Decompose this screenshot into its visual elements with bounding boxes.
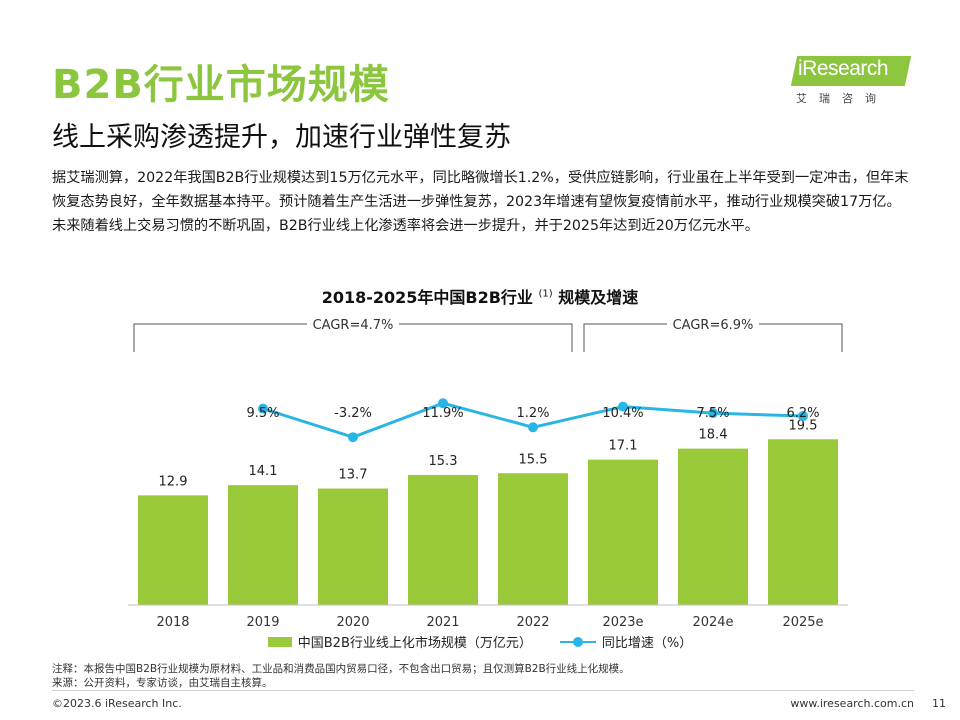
growth-point-2019	[258, 403, 268, 414]
source-text: 来源：公开资料，专家访谈，由艾瑞自主核算。	[52, 677, 273, 689]
growth-point-2025e	[798, 411, 808, 422]
growth-label-2022: 1.2%	[516, 406, 549, 421]
cagr-label-1: CAGR=6.9%	[673, 318, 754, 333]
growth-label-2024e: 7.5%	[696, 406, 729, 421]
x-tick-2021: 2021	[426, 615, 459, 630]
growth-label-2019: 9.5%	[246, 406, 279, 421]
chart-title: 2018-2025年中国B2B行业 (1) 规模及增速	[0, 284, 960, 308]
x-tick-2025e: 2025e	[782, 615, 823, 630]
chart-title-main: 2018-2025年中国B2B行业	[321, 288, 533, 307]
summary-paragraph: 据艾瑞测算，2022年我国B2B行业规模达到15万亿元水平，同比略微增长1.2%…	[52, 170, 909, 234]
chart-title-note: (1)	[538, 288, 553, 300]
bar-2020	[318, 488, 388, 605]
notes: 注释：本报告中国B2B行业规模为原材料、工业品和消费品国内贸易口径，不包含出口贸…	[52, 662, 630, 690]
cagr-bracket-left-0	[133, 323, 307, 352]
growth-label-2025e: 6.2%	[786, 406, 819, 421]
b2b-market-chart: 12.9 14.1 13.7 15.3 15.5 17.1 18.4 19.5 2018 2019…	[128, 318, 848, 630]
x-tick-2019: 2019	[246, 615, 279, 630]
cagr-bracket-right-1	[759, 323, 843, 352]
bar-2023e	[588, 459, 658, 605]
cagr-bracket-right-0	[399, 323, 573, 352]
x-tick-2018: 2018	[156, 615, 189, 630]
logo-name: iResearch	[798, 57, 889, 80]
x-tick-2024e: 2024e	[692, 615, 733, 630]
growth-point-2023e	[618, 401, 628, 412]
bar-2024e	[678, 448, 748, 605]
bar-2019	[228, 485, 298, 605]
bar-label-2021: 15.3	[429, 454, 458, 469]
bar-label-2024e: 18.4	[699, 428, 728, 443]
logo-subtitle: 艾瑞咨询	[796, 92, 888, 105]
cagr-bracket-left-1	[583, 323, 667, 352]
bar-label-2018: 12.9	[159, 474, 188, 489]
bar-label-2020: 13.7	[339, 468, 368, 483]
growth-point-2022	[528, 422, 538, 433]
bar-label-2023e: 17.1	[609, 439, 638, 454]
chart-title-suffix: 规模及增速	[558, 288, 639, 307]
bar-2021	[408, 474, 478, 605]
bar-2022	[498, 473, 568, 605]
cagr-label-0: CAGR=4.7%	[313, 318, 394, 333]
page-number: 11	[932, 697, 946, 710]
x-tick-2022: 2022	[516, 615, 549, 630]
page-title: B2B行业市场规模	[52, 62, 390, 108]
growth-point-2020	[348, 432, 358, 443]
bar-label-2025e: 19.5	[789, 418, 818, 433]
bar-label-2022: 15.5	[519, 452, 548, 467]
footer-website[interactable]: www.iresearch.com.cn	[790, 697, 914, 710]
page-subtitle: 线上采购渗透提升，加速行业弹性复苏	[52, 122, 511, 153]
growth-point-2021	[438, 398, 448, 409]
iresearch-logo: iResearch 艾瑞咨询	[790, 56, 912, 106]
legend-item-bar: 中国B2B行业线上化市场规模（万亿元）	[267, 632, 532, 651]
footer-copyright: ©2023.6 iResearch Inc.	[52, 697, 182, 710]
growth-label-2021: 11.9%	[422, 406, 463, 421]
growth-point-2024e	[708, 408, 718, 419]
growth-label-2023e: 10.4%	[602, 406, 643, 421]
legend-line-swatch	[559, 636, 596, 648]
bar-2018	[138, 495, 208, 605]
bar-label-2019: 14.1	[249, 464, 278, 479]
note-text: 注释：本报告中国B2B行业规模为原材料、工业品和消费品国内贸易口径，不包含出口贸…	[52, 663, 630, 675]
footer-divider	[52, 690, 914, 691]
legend-line-label: 同比增速（%）	[601, 636, 693, 651]
legend-bar-label: 中国B2B行业线上化市场规模（万亿元）	[297, 636, 532, 651]
bar-2025e	[768, 439, 838, 605]
x-tick-2020: 2020	[336, 615, 369, 630]
legend-bar-swatch	[267, 636, 292, 647]
chart-legend: 中国B2B行业线上化市场规模（万亿元） 同比增速（%）	[0, 632, 960, 651]
growth-label-2020: -3.2%	[334, 406, 372, 421]
x-tick-2023e: 2023e	[602, 615, 643, 630]
legend-item-line: 同比增速（%）	[559, 632, 693, 651]
